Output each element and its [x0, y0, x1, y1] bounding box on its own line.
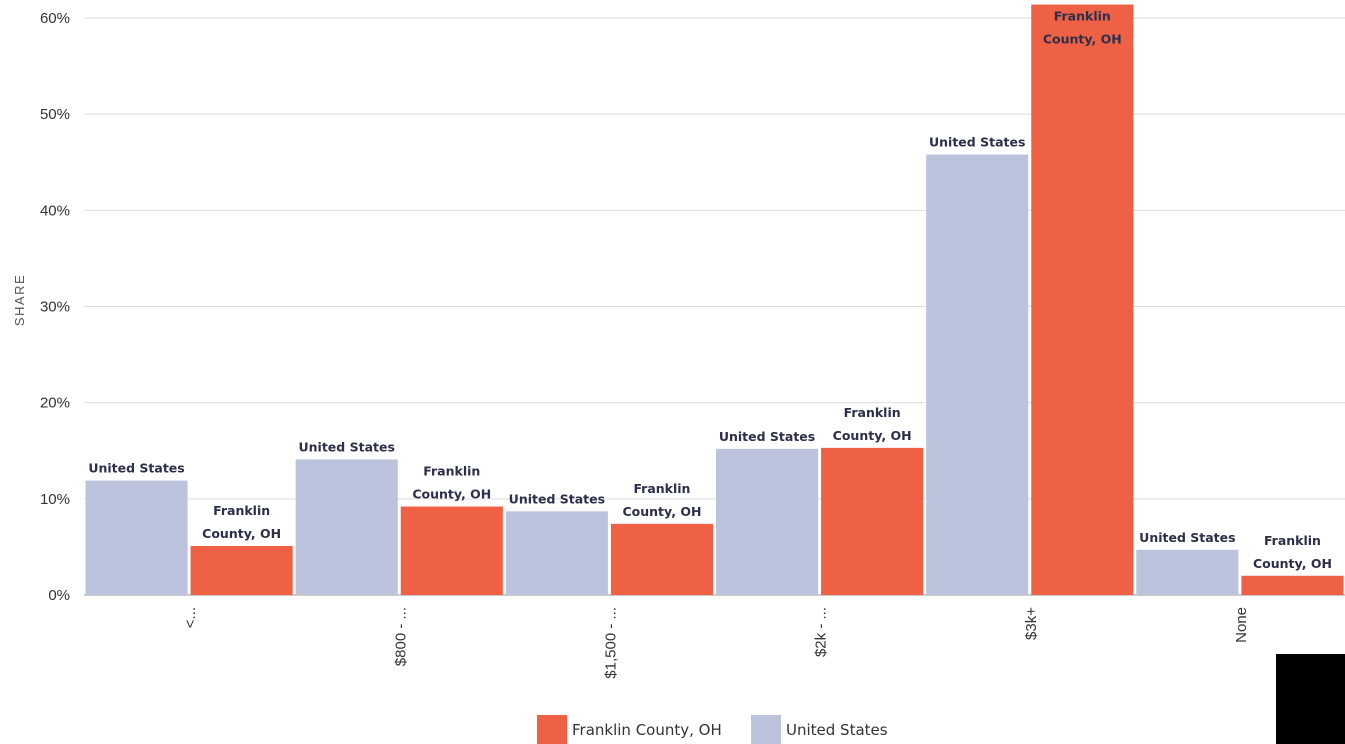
legend-label: United States — [786, 721, 888, 739]
y-axis-title: SHARE — [12, 274, 27, 326]
y-tick-label: 0% — [48, 587, 70, 604]
bar — [926, 154, 1029, 595]
x-axis-ticks: <... $800 - ... $1,500 - ... $2k - ... $3k+ N… — [182, 607, 1250, 679]
data-label: Franklin County, OH — [202, 503, 281, 541]
x-tick-label: None — [1233, 607, 1250, 643]
data-label: United States — [1139, 530, 1235, 545]
bar — [505, 511, 608, 595]
y-tick-label: 10% — [40, 491, 70, 508]
data-label: Franklin County, OH — [623, 481, 702, 519]
bar — [1136, 549, 1239, 595]
data-label: Franklin County, OH — [412, 464, 491, 502]
data-label: Franklin County, OH — [1043, 9, 1122, 47]
legend-swatch — [751, 715, 781, 744]
data-label: Franklin County, OH — [1253, 533, 1332, 571]
y-tick-label: 20% — [40, 395, 70, 412]
x-tick-label: $800 - ... — [392, 607, 409, 666]
y-tick-label: 40% — [40, 202, 70, 219]
data-labels: United States Franklin County, OH United St… — [88, 9, 1332, 571]
bar — [295, 459, 398, 595]
bar — [610, 523, 713, 595]
legend-swatch — [537, 715, 567, 744]
bars — [85, 4, 1344, 595]
bar — [85, 480, 188, 595]
y-tick-label: 30% — [40, 299, 70, 316]
bar — [1031, 4, 1134, 595]
x-tick-label: $3k+ — [1023, 607, 1040, 640]
y-axis-ticks: 0% 10% 20% 30% 40% 50% 60% — [40, 10, 70, 604]
bar — [400, 506, 503, 595]
x-tick-label: $2k - ... — [813, 607, 830, 657]
data-label: Franklin County, OH — [833, 405, 912, 443]
gridlines — [84, 17, 1345, 596]
data-label: United States — [88, 461, 184, 476]
bar — [1241, 575, 1344, 595]
bar — [821, 447, 924, 595]
x-tick-label: <... — [182, 607, 199, 628]
data-label: United States — [929, 135, 1025, 150]
x-tick-label: $1,500 - ... — [602, 607, 619, 679]
data-label: United States — [299, 439, 395, 454]
y-tick-label: 60% — [40, 10, 70, 27]
data-label: United States — [509, 491, 605, 506]
data-label: United States — [719, 429, 815, 444]
legend-label: Franklin County, OH — [572, 721, 722, 739]
bar — [716, 448, 819, 595]
bar — [190, 545, 293, 595]
y-tick-label: 50% — [40, 106, 70, 123]
black-overlay-block — [1276, 654, 1345, 744]
legend: Franklin County, OH United States — [537, 715, 888, 744]
